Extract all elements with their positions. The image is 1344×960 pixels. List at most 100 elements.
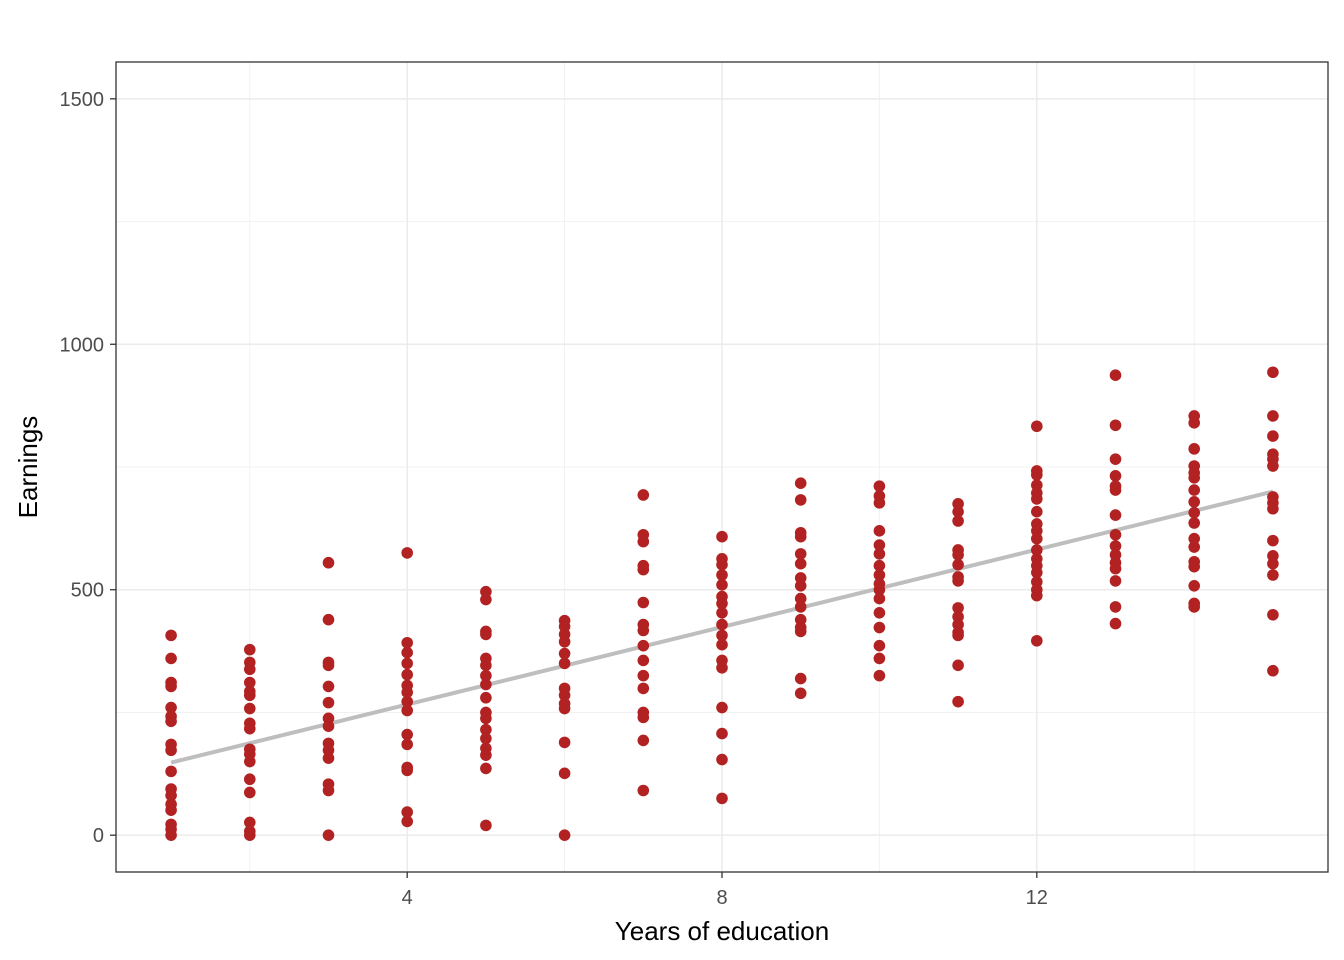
data-point	[1188, 472, 1201, 484]
data-point	[1109, 617, 1122, 630]
data-point	[794, 625, 807, 638]
data-point	[1031, 420, 1043, 433]
data-point	[165, 765, 177, 778]
data-point	[952, 515, 964, 527]
data-point	[637, 624, 650, 637]
data-point	[401, 728, 413, 741]
y-tick-label: 1500	[60, 89, 105, 111]
data-point	[794, 580, 807, 592]
data-point	[873, 548, 886, 560]
data-point	[637, 682, 650, 695]
data-point	[1267, 557, 1279, 570]
data-point	[243, 773, 256, 786]
data-point	[322, 556, 335, 569]
data-point	[322, 829, 335, 841]
data-point	[794, 477, 807, 490]
data-point	[873, 652, 886, 665]
data-point	[322, 720, 335, 732]
data-point	[401, 686, 413, 699]
data-point	[558, 736, 571, 749]
data-point	[243, 829, 256, 841]
data-point	[480, 762, 492, 775]
data-point	[873, 525, 886, 537]
data-point	[558, 635, 571, 648]
data-point	[322, 680, 335, 693]
data-point	[873, 539, 886, 551]
data-point	[637, 596, 650, 609]
data-point	[952, 549, 964, 561]
data-point	[243, 676, 256, 689]
data-point	[165, 715, 177, 728]
data-point	[243, 663, 256, 676]
data-point	[1109, 509, 1122, 521]
data-point	[1109, 540, 1122, 552]
y-tick-label: 500	[71, 580, 104, 602]
data-point	[1188, 580, 1201, 592]
data-point	[480, 723, 492, 736]
data-point	[165, 629, 177, 642]
data-point	[401, 738, 413, 751]
data-point	[794, 672, 807, 685]
data-point	[716, 597, 728, 610]
data-point	[401, 668, 413, 681]
data-point	[1188, 484, 1201, 496]
data-point	[401, 657, 413, 670]
data-point	[1031, 544, 1043, 556]
data-point	[1267, 460, 1279, 472]
data-point	[480, 593, 492, 606]
data-point	[716, 569, 728, 581]
data-point	[873, 621, 886, 634]
data-point	[322, 696, 335, 709]
data-point	[1188, 532, 1201, 545]
data-point	[401, 636, 413, 649]
data-point	[480, 669, 492, 682]
y-tick-label: 0	[93, 825, 104, 847]
data-point	[1188, 601, 1201, 613]
data-point	[322, 613, 335, 626]
data-point	[873, 592, 886, 605]
data-point	[243, 816, 256, 829]
data-point	[401, 815, 413, 828]
x-tick-label: 8	[716, 887, 727, 909]
data-point	[1109, 575, 1122, 587]
data-point	[480, 659, 492, 672]
data-point	[1109, 528, 1122, 541]
data-point	[1031, 505, 1043, 518]
data-point	[637, 734, 650, 747]
data-point	[952, 575, 964, 587]
data-point	[480, 691, 492, 704]
data-point	[873, 607, 886, 619]
data-point	[1188, 560, 1201, 573]
axis-ticks: 4 8 12 0 500 1000 1500	[60, 89, 1048, 909]
data-point	[558, 767, 571, 780]
data-point	[952, 695, 964, 708]
data-point	[165, 789, 177, 802]
data-point	[873, 669, 886, 682]
data-point	[401, 764, 413, 777]
data-point	[716, 727, 728, 740]
data-point	[401, 646, 413, 659]
data-point	[480, 819, 492, 832]
data-point	[1031, 589, 1043, 602]
data-point	[952, 558, 964, 571]
data-point	[401, 704, 413, 717]
data-point	[1267, 502, 1279, 515]
data-point	[558, 689, 571, 702]
data-point	[1267, 430, 1279, 442]
data-point	[637, 535, 650, 548]
y-axis-label: Earnings	[13, 416, 43, 519]
data-point	[716, 629, 728, 642]
data-point	[1188, 417, 1201, 429]
data-points	[165, 366, 1279, 841]
data-point	[873, 497, 886, 509]
data-point	[1109, 470, 1122, 482]
data-point	[794, 601, 807, 613]
data-point	[1267, 410, 1279, 422]
data-point	[952, 602, 964, 614]
data-point	[165, 804, 177, 816]
data-point	[401, 547, 413, 559]
data-point	[794, 592, 807, 605]
data-point	[716, 792, 728, 805]
data-point	[165, 829, 177, 841]
